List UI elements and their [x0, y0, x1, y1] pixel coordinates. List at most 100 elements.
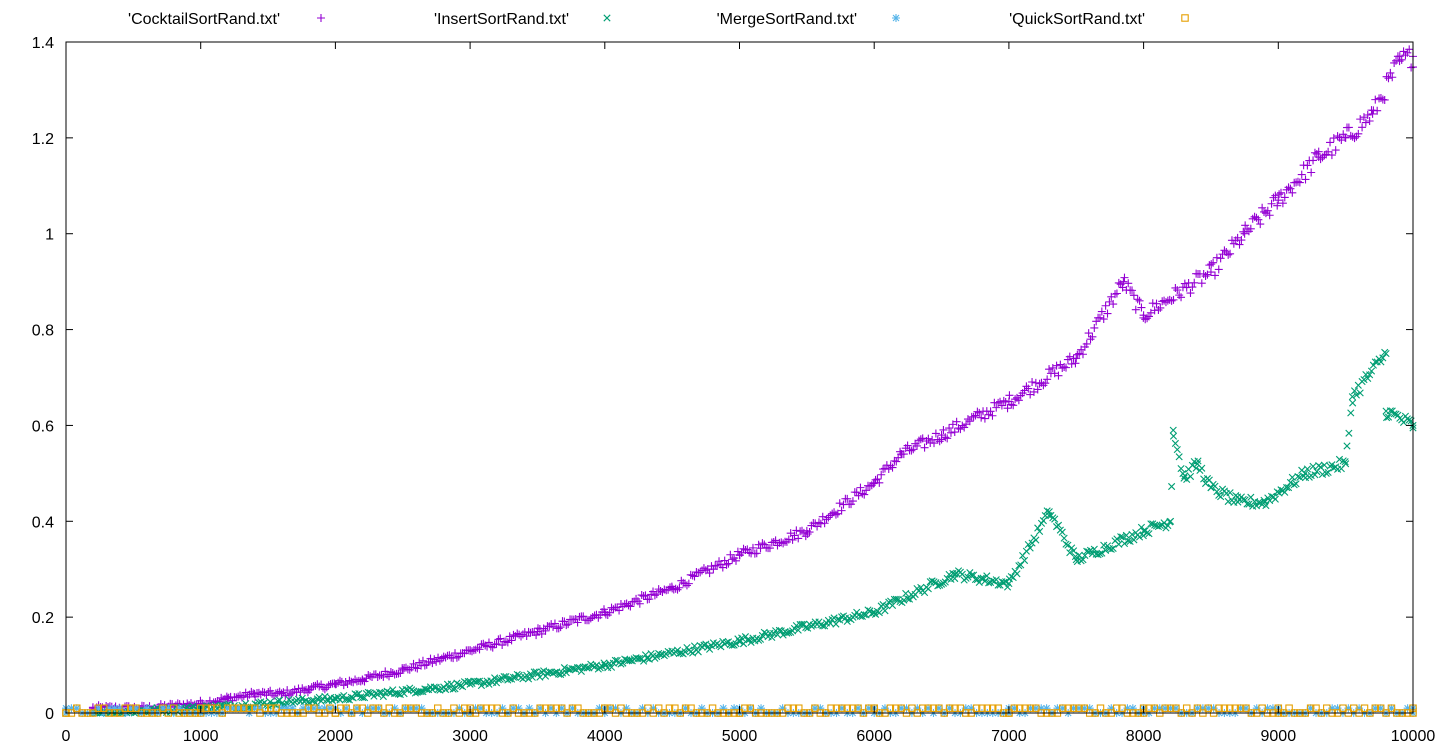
fill-point [502, 672, 510, 681]
fill-point [1323, 704, 1331, 712]
y-tick-label: 0 [45, 706, 54, 723]
fill-point [894, 453, 903, 462]
fill-point [945, 704, 954, 712]
legend: 'CocktailSortRand.txt' 'InsertSortRand.tx… [128, 11, 1189, 28]
legend-marker [317, 14, 325, 22]
fill-point [526, 670, 535, 678]
fill-point [1071, 552, 1080, 561]
fill-point [509, 704, 517, 712]
fill-point [132, 704, 140, 712]
fill-point [909, 445, 918, 454]
fill-point [353, 690, 361, 699]
fill-point [1209, 258, 1218, 267]
fill-point [1278, 199, 1287, 208]
fill-point [681, 704, 690, 713]
fill-point [73, 704, 81, 712]
fill-point [234, 704, 243, 712]
fill-point [1320, 461, 1328, 469]
fill-point [827, 704, 835, 712]
fill-point [1060, 362, 1069, 371]
y-tick-label: 1 [45, 227, 54, 244]
fill-point [653, 653, 661, 661]
x-tick-label: 9000 [1261, 728, 1297, 745]
fill-point [636, 654, 644, 663]
data-point [1348, 393, 1356, 401]
fill-point [924, 704, 933, 713]
fill-point [1331, 146, 1340, 155]
fill-point [1015, 562, 1023, 570]
fill-point [886, 704, 895, 712]
fill-point [245, 704, 253, 712]
fill-point [956, 704, 965, 712]
fill-point [741, 704, 749, 712]
fill-point [724, 559, 733, 568]
fill-point [681, 704, 690, 712]
fill-point [1122, 531, 1130, 539]
fill-point [1246, 224, 1255, 233]
fill-point [189, 702, 197, 710]
fill-point [1386, 68, 1395, 77]
fill-point [713, 562, 722, 571]
fill-point [805, 528, 814, 537]
fill-point [705, 569, 714, 578]
fill-point [1156, 521, 1164, 530]
fill-point [1069, 704, 1078, 712]
fill-point [1328, 704, 1337, 713]
fill-point [266, 704, 275, 712]
fill-point [834, 615, 842, 623]
fill-point [1392, 56, 1401, 65]
x-tick-label: 6000 [856, 728, 892, 745]
legend-marker [892, 14, 900, 22]
fill-point [941, 578, 949, 586]
fill-point [1194, 457, 1202, 465]
fill-point [897, 704, 906, 713]
series-2 [89, 348, 1417, 717]
fill-point [264, 688, 273, 697]
fill-point [1166, 704, 1175, 713]
fill-point [1285, 704, 1293, 712]
fill-point [1000, 578, 1008, 586]
fill-point [1062, 540, 1070, 548]
fill-point [986, 407, 995, 416]
fill-point [778, 704, 787, 713]
fill-point [1349, 704, 1358, 712]
fill-point [1021, 704, 1029, 712]
fill-point [1367, 367, 1376, 375]
fill-point [747, 638, 755, 646]
fill-point [1145, 530, 1153, 538]
fill-point [434, 704, 442, 712]
fill-point [665, 583, 674, 592]
fill-point [283, 686, 292, 695]
fill-point [789, 704, 798, 712]
fill-point [1366, 371, 1374, 379]
fill-point [385, 704, 394, 712]
fill-point [223, 704, 232, 712]
fill-point [439, 652, 448, 661]
fill-point [996, 581, 1004, 589]
fill-point [1116, 280, 1125, 289]
fill-point [1065, 352, 1074, 361]
fill-point [1151, 521, 1159, 529]
fill-point [1207, 260, 1216, 269]
fill-point [1080, 704, 1089, 713]
fill-point [945, 424, 954, 433]
fill-point [779, 539, 788, 548]
fill-point [1328, 461, 1336, 469]
fill-point [1060, 534, 1068, 542]
fill-point [217, 693, 226, 702]
data-point [1169, 426, 1177, 434]
fill-point [673, 646, 682, 654]
fill-point [1164, 522, 1172, 530]
fill-point [205, 696, 214, 705]
fill-point [1384, 413, 1393, 421]
fill-point [326, 704, 334, 712]
fill-point [843, 704, 852, 712]
fill-point [1026, 704, 1035, 713]
fill-point [1230, 498, 1238, 507]
fill-point [1333, 704, 1342, 713]
fill-point [1007, 400, 1016, 409]
fill-point [296, 688, 305, 697]
fill-point [1310, 148, 1319, 157]
fill-point [72, 704, 81, 713]
